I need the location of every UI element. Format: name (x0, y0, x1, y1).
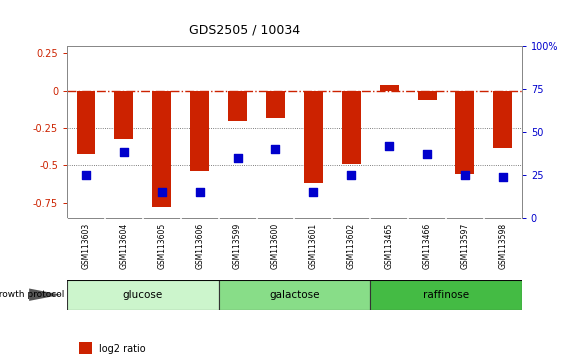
Point (422, 152, 431, 157)
Point (157, 189, 167, 195)
Bar (455, 91, 475, 175)
Text: raffinose: raffinose (423, 290, 469, 300)
Text: GSM113603: GSM113603 (82, 223, 90, 269)
Text: GSM113600: GSM113600 (271, 223, 280, 269)
Bar (493, 91, 512, 148)
Bar (370, 280, 522, 310)
Point (498, 174, 507, 179)
Bar (228, 91, 247, 121)
Text: GSM113606: GSM113606 (195, 223, 204, 269)
Text: GDS2505 / 10034: GDS2505 / 10034 (189, 23, 300, 36)
Point (385, 143, 394, 148)
Point (119, 150, 128, 155)
Text: GSM113597: GSM113597 (461, 223, 469, 269)
Point (308, 189, 318, 195)
Text: growth protocol: growth protocol (0, 290, 64, 299)
Bar (76, 91, 96, 154)
Bar (67, 280, 219, 310)
Text: GSM113466: GSM113466 (423, 223, 431, 269)
Text: glucose: glucose (122, 290, 163, 300)
Point (82, 172, 91, 178)
Point (460, 172, 469, 178)
Bar (219, 280, 370, 310)
Bar (114, 91, 134, 138)
Point (271, 146, 280, 152)
Text: GSM113605: GSM113605 (157, 223, 166, 269)
Text: GSM113601: GSM113601 (309, 223, 318, 269)
Bar (304, 91, 323, 183)
Text: GSM113598: GSM113598 (498, 223, 507, 269)
Text: GSM113604: GSM113604 (120, 223, 128, 269)
Bar (342, 91, 361, 164)
Polygon shape (29, 289, 61, 301)
Text: galactose: galactose (269, 290, 319, 300)
Text: log2 ratio: log2 ratio (99, 344, 145, 354)
Bar (380, 85, 399, 91)
Bar (152, 91, 171, 207)
Text: GSM113465: GSM113465 (385, 223, 394, 269)
Bar (190, 91, 209, 171)
Bar (417, 91, 437, 100)
Point (233, 155, 243, 160)
Text: GSM113599: GSM113599 (233, 223, 242, 269)
Point (346, 172, 356, 178)
Bar (266, 91, 285, 118)
Text: GSM113602: GSM113602 (347, 223, 356, 269)
Point (195, 189, 205, 195)
